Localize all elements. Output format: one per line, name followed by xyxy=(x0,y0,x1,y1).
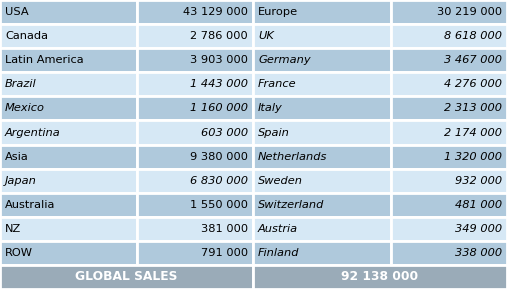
Text: 1 443 000: 1 443 000 xyxy=(190,79,248,89)
Text: 9 380 000: 9 380 000 xyxy=(190,152,248,162)
Text: Mexico: Mexico xyxy=(5,103,45,113)
Bar xyxy=(253,96,391,121)
Text: 8 618 000: 8 618 000 xyxy=(444,31,502,41)
Bar xyxy=(0,72,137,96)
Bar xyxy=(0,121,137,144)
Text: GLOBAL SALES: GLOBAL SALES xyxy=(76,271,177,284)
Bar xyxy=(0,24,137,48)
Bar xyxy=(391,241,507,265)
Text: Austria: Austria xyxy=(258,224,298,234)
Text: 4 276 000: 4 276 000 xyxy=(444,79,502,89)
Text: Europe: Europe xyxy=(258,7,298,17)
Bar xyxy=(391,217,507,241)
Bar xyxy=(0,48,137,72)
Bar xyxy=(253,0,391,24)
Text: Finland: Finland xyxy=(258,248,300,258)
Text: 338 000: 338 000 xyxy=(455,248,502,258)
Bar xyxy=(391,169,507,193)
Text: 2 786 000: 2 786 000 xyxy=(190,31,248,41)
Bar xyxy=(137,96,253,121)
Bar xyxy=(0,217,137,241)
Text: 43 129 000: 43 129 000 xyxy=(183,7,248,17)
Text: Latin America: Latin America xyxy=(5,55,84,65)
Bar xyxy=(253,241,391,265)
Text: 481 000: 481 000 xyxy=(455,200,502,210)
Text: 1 550 000: 1 550 000 xyxy=(190,200,248,210)
Bar xyxy=(253,144,391,169)
Bar xyxy=(0,241,137,265)
Text: Spain: Spain xyxy=(258,127,290,138)
Bar xyxy=(253,193,391,217)
Bar xyxy=(0,193,137,217)
Text: Brazil: Brazil xyxy=(5,79,37,89)
Text: Australia: Australia xyxy=(5,200,55,210)
Bar xyxy=(0,169,137,193)
Bar xyxy=(253,169,391,193)
Bar xyxy=(137,144,253,169)
Text: 381 000: 381 000 xyxy=(201,224,248,234)
Text: Switzerland: Switzerland xyxy=(258,200,324,210)
Text: 3 467 000: 3 467 000 xyxy=(444,55,502,65)
Bar xyxy=(391,24,507,48)
Text: 1 160 000: 1 160 000 xyxy=(190,103,248,113)
Text: Germany: Germany xyxy=(258,55,311,65)
Text: 791 000: 791 000 xyxy=(201,248,248,258)
Bar xyxy=(391,121,507,144)
Bar xyxy=(253,121,391,144)
Bar xyxy=(137,217,253,241)
Text: Argentina: Argentina xyxy=(5,127,61,138)
Bar xyxy=(137,24,253,48)
Text: Canada: Canada xyxy=(5,31,48,41)
Text: Japan: Japan xyxy=(5,176,37,186)
Text: Asia: Asia xyxy=(5,152,29,162)
Text: 92 138 000: 92 138 000 xyxy=(341,271,419,284)
Bar xyxy=(0,96,137,121)
Bar xyxy=(253,217,391,241)
Text: Sweden: Sweden xyxy=(258,176,303,186)
Bar xyxy=(0,265,253,289)
Text: 30 219 000: 30 219 000 xyxy=(437,7,502,17)
Text: ROW: ROW xyxy=(5,248,33,258)
Bar xyxy=(137,169,253,193)
Text: 6 830 000: 6 830 000 xyxy=(190,176,248,186)
Bar xyxy=(253,24,391,48)
Bar xyxy=(137,48,253,72)
Text: 932 000: 932 000 xyxy=(455,176,502,186)
Text: 2 313 000: 2 313 000 xyxy=(444,103,502,113)
Bar xyxy=(391,96,507,121)
Text: NZ: NZ xyxy=(5,224,21,234)
Bar xyxy=(391,193,507,217)
Bar xyxy=(253,72,391,96)
Bar xyxy=(0,144,137,169)
Bar xyxy=(253,48,391,72)
Text: USA: USA xyxy=(5,7,28,17)
Bar xyxy=(137,121,253,144)
Bar xyxy=(391,72,507,96)
Text: UK: UK xyxy=(258,31,274,41)
Bar xyxy=(253,265,507,289)
Text: 349 000: 349 000 xyxy=(455,224,502,234)
Bar xyxy=(391,0,507,24)
Text: 2 174 000: 2 174 000 xyxy=(444,127,502,138)
Bar xyxy=(137,0,253,24)
Bar xyxy=(137,241,253,265)
Text: Netherlands: Netherlands xyxy=(258,152,328,162)
Text: Italy: Italy xyxy=(258,103,283,113)
Bar xyxy=(137,193,253,217)
Text: 603 000: 603 000 xyxy=(201,127,248,138)
Bar xyxy=(391,48,507,72)
Bar xyxy=(0,0,137,24)
Text: France: France xyxy=(258,79,297,89)
Bar xyxy=(137,72,253,96)
Text: 3 903 000: 3 903 000 xyxy=(190,55,248,65)
Text: 1 320 000: 1 320 000 xyxy=(444,152,502,162)
Bar xyxy=(391,144,507,169)
